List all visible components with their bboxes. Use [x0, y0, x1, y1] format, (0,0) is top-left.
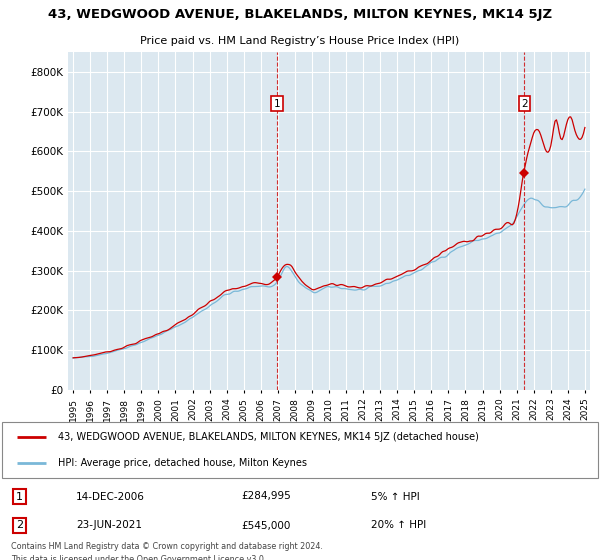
Text: Price paid vs. HM Land Registry’s House Price Index (HPI): Price paid vs. HM Land Registry’s House … — [140, 35, 460, 45]
Text: Contains HM Land Registry data © Crown copyright and database right 2024.
This d: Contains HM Land Registry data © Crown c… — [11, 542, 323, 560]
Text: 2: 2 — [16, 520, 23, 530]
Text: 20% ↑ HPI: 20% ↑ HPI — [371, 520, 426, 530]
FancyBboxPatch shape — [2, 422, 598, 478]
Text: £284,995: £284,995 — [241, 492, 291, 502]
Text: 5% ↑ HPI: 5% ↑ HPI — [371, 492, 419, 502]
Text: 43, WEDGWOOD AVENUE, BLAKELANDS, MILTON KEYNES, MK14 5JZ: 43, WEDGWOOD AVENUE, BLAKELANDS, MILTON … — [48, 8, 552, 21]
Text: 14-DEC-2006: 14-DEC-2006 — [76, 492, 145, 502]
Text: 2: 2 — [521, 99, 528, 109]
Text: 1: 1 — [274, 99, 280, 109]
Text: 23-JUN-2021: 23-JUN-2021 — [76, 520, 142, 530]
Text: HPI: Average price, detached house, Milton Keynes: HPI: Average price, detached house, Milt… — [58, 458, 307, 468]
Text: 43, WEDGWOOD AVENUE, BLAKELANDS, MILTON KEYNES, MK14 5JZ (detached house): 43, WEDGWOOD AVENUE, BLAKELANDS, MILTON … — [58, 432, 479, 442]
Text: £545,000: £545,000 — [241, 520, 290, 530]
Text: 1: 1 — [16, 492, 23, 502]
